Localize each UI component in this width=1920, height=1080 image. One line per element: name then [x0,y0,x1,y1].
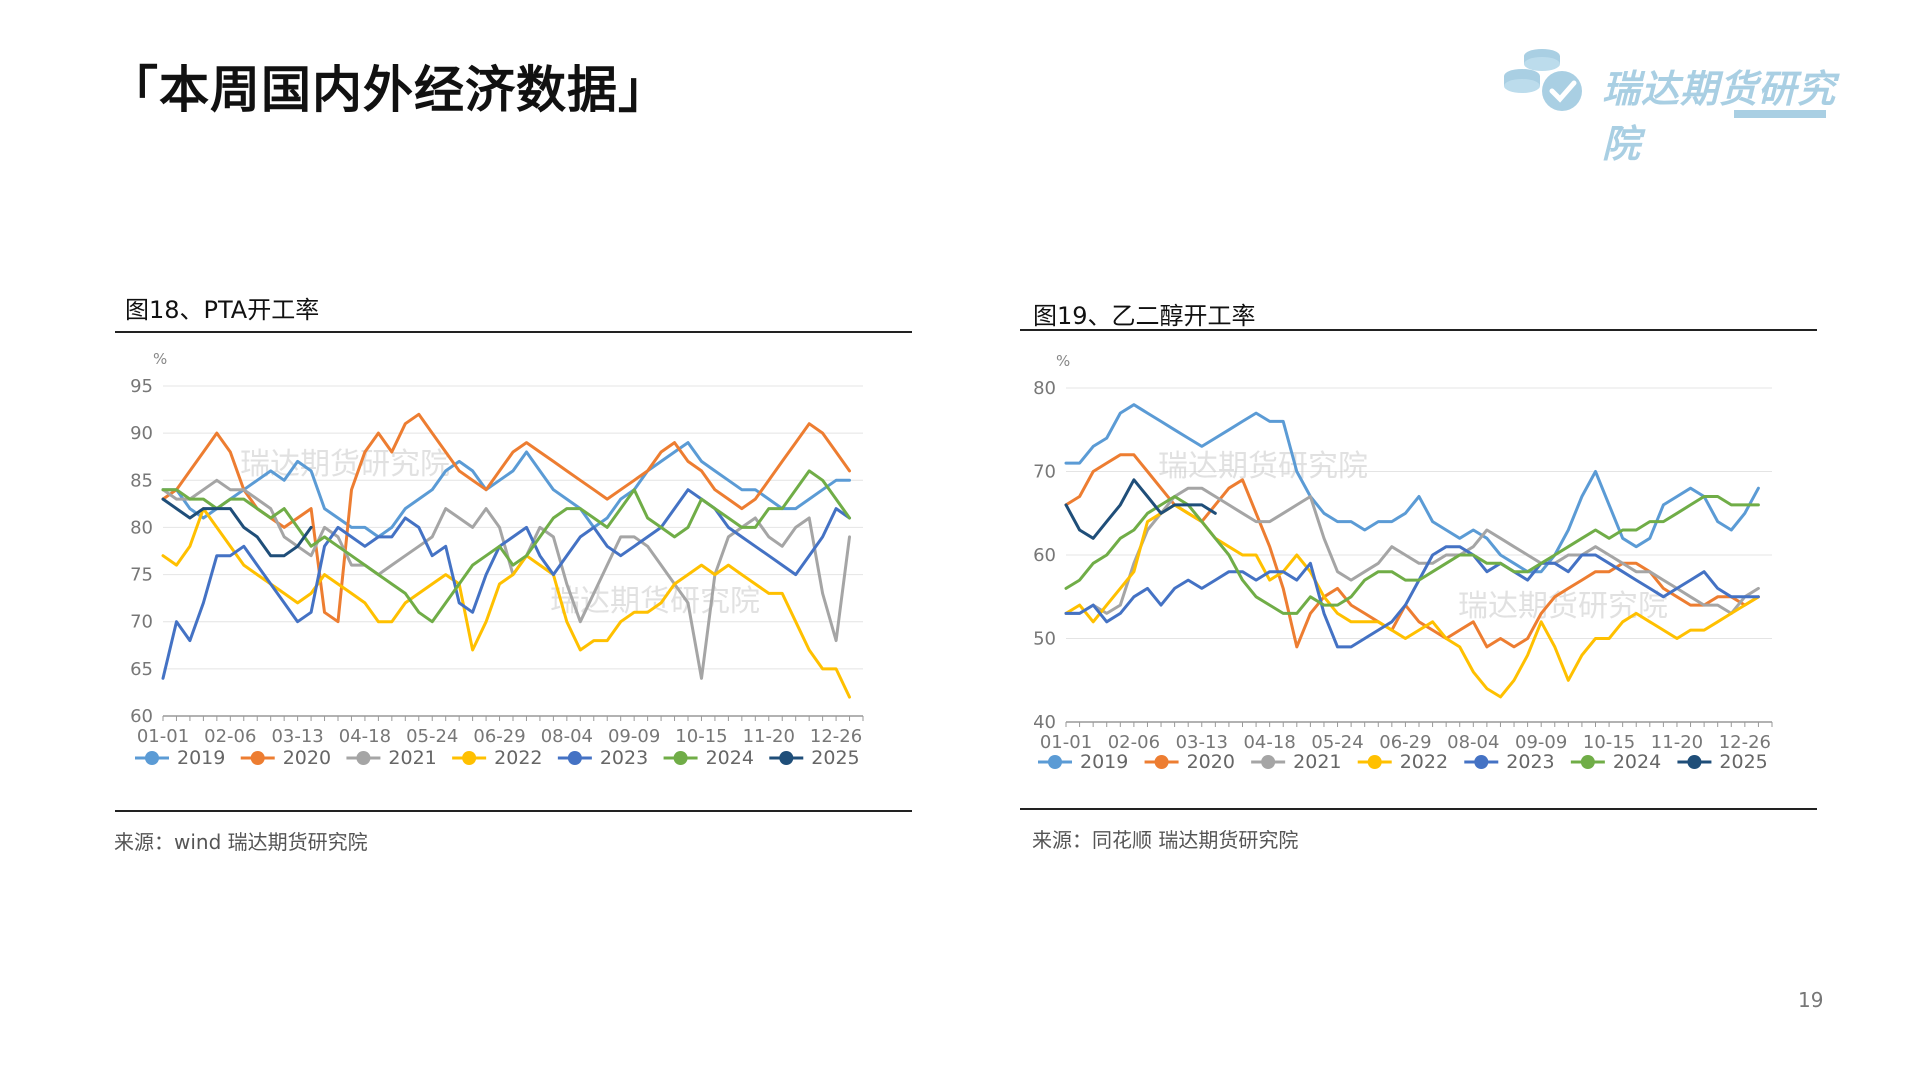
y-tick-label: 80 [1033,378,1056,399]
series-line-2019 [1064,403,1760,574]
x-tick-label: 04-18 [339,726,391,747]
chart19-bottom-rule [1020,808,1817,810]
logo-underline [1734,110,1826,118]
page-number: 19 [1798,988,1824,1012]
legend-label: 2020 [283,747,331,769]
legend-swatch-marker [356,751,371,765]
legend-swatch-marker [1474,755,1489,769]
legend-label: 2022 [1400,751,1448,773]
x-tick-label: 03-13 [271,726,323,747]
x-tick-label: 01-01 [137,726,189,747]
legend-label: 2019 [177,747,225,769]
x-tick-label: 10-15 [675,726,727,747]
legend-label: 2021 [1293,751,1341,773]
legend-swatch-marker [1048,755,1062,769]
y-tick-label: 65 [130,659,153,680]
logo-text: 瑞达期货研究院 [1602,67,1837,166]
y-tick-label: 95 [130,376,153,397]
legend-label: 2025 [811,747,859,769]
y-tick-label: 70 [1033,462,1056,483]
series-line-2024 [161,469,851,624]
x-tick-label: 12-26 [1719,732,1771,753]
watermark-text: 瑞达期货研究院 [1458,589,1668,624]
y-tick-label: 75 [130,565,153,586]
x-tick-label: 03-13 [1176,732,1228,753]
legend-label: 2019 [1080,751,1128,773]
x-tick-label: 08-04 [541,726,593,747]
x-tick-label: 09-09 [608,726,660,747]
x-tick-label: 11-20 [743,726,795,747]
legend-swatch-marker [145,751,159,765]
series-line-2022 [1064,503,1760,699]
watermark-text: 瑞达期货研究院 [240,447,450,482]
series-line-2023 [1064,545,1760,649]
chart18-bottom-rule [115,810,912,812]
y-tick-label: 40 [1033,712,1056,733]
x-tick-label: 08-04 [1447,732,1499,753]
legend-label: 2022 [494,747,542,769]
y-tick-label: 60 [130,706,153,727]
legend-swatch-marker [1580,755,1595,769]
pta-operating-rate-chart: % 60 65 70 75 80 85 90 95 01-01 02-06 03-13 04-18 05-… [130,350,864,769]
x-tick-label: 04-18 [1243,732,1295,753]
series-line-2023 [161,488,851,680]
y-tick-label: 90 [130,423,153,444]
x-tick-label: 02-06 [1108,732,1160,753]
coin-stack-icon [1504,49,1582,111]
y-tick-label: 80 [130,517,153,538]
legend-swatch-marker [1154,755,1169,769]
watermark-text: 瑞达期货研究院 [550,584,760,619]
y-tick-label: 60 [1033,545,1056,566]
series-line-2025 [1064,478,1217,540]
legend-label: 2024 [706,747,754,769]
series-line-2025 [161,497,313,558]
y-tick-label: 50 [1033,629,1056,650]
chart18-source: 来源：wind 瑞达期货研究院 [114,830,368,854]
y-unit-label: % [1056,352,1070,370]
chart19-source: 来源：同花顺 瑞达期货研究院 [1032,828,1299,852]
legend-swatch-marker [462,751,477,765]
legend-label: 2025 [1719,751,1767,773]
x-tick-label: 11-20 [1651,732,1703,753]
y-unit-label: % [153,350,167,368]
x-tick-label: 09-09 [1515,732,1567,753]
legend-swatch-marker [779,751,794,765]
chart19-top-rule [1020,329,1817,331]
legend-swatch-marker [250,751,265,765]
legend-swatch-marker [673,751,688,765]
x-tick-label: 06-29 [1379,732,1431,753]
chart18-top-rule [115,331,912,333]
meg-operating-rate-chart: % 40 50 60 70 80 01-01 02-06 03-13 04-18 05-24 06-2… [1033,352,1773,773]
x-tick-label: 06-29 [473,726,525,747]
series-line-2021 [1064,486,1760,615]
legend-swatch-marker [1687,755,1702,769]
chart18-caption: 图18、PTA开工率 [125,296,320,324]
x-tick-label: 02-06 [204,726,256,747]
legend-label: 2023 [600,747,648,769]
legend-swatch-marker [1367,755,1382,769]
legend-label: 2021 [388,747,436,769]
series-line-2019 [161,441,851,539]
legend-label: 2023 [1506,751,1554,773]
x-tick-label: 05-24 [1311,732,1363,753]
chart19-caption: 图19、乙二醇开工率 [1033,302,1256,330]
page-title: 「本周国内外经济数据」 [108,61,669,119]
x-tick-label: 01-01 [1040,732,1092,753]
legend-swatch-marker [567,751,582,765]
series-line-2024 [1064,495,1760,615]
series-line-2022 [161,507,851,699]
x-tick-label: 12-26 [810,726,862,747]
x-tick-label: 05-24 [406,726,458,747]
legend-label: 2024 [1613,751,1661,773]
y-tick-label: 85 [130,470,153,491]
legend-swatch-marker [1261,755,1276,769]
x-tick-label: 10-15 [1583,732,1635,753]
company-logo: 瑞达期货研究院 [1500,36,1840,166]
watermark-text: 瑞达期货研究院 [1158,449,1368,484]
legend-label: 2020 [1187,751,1235,773]
y-tick-label: 70 [130,612,153,633]
